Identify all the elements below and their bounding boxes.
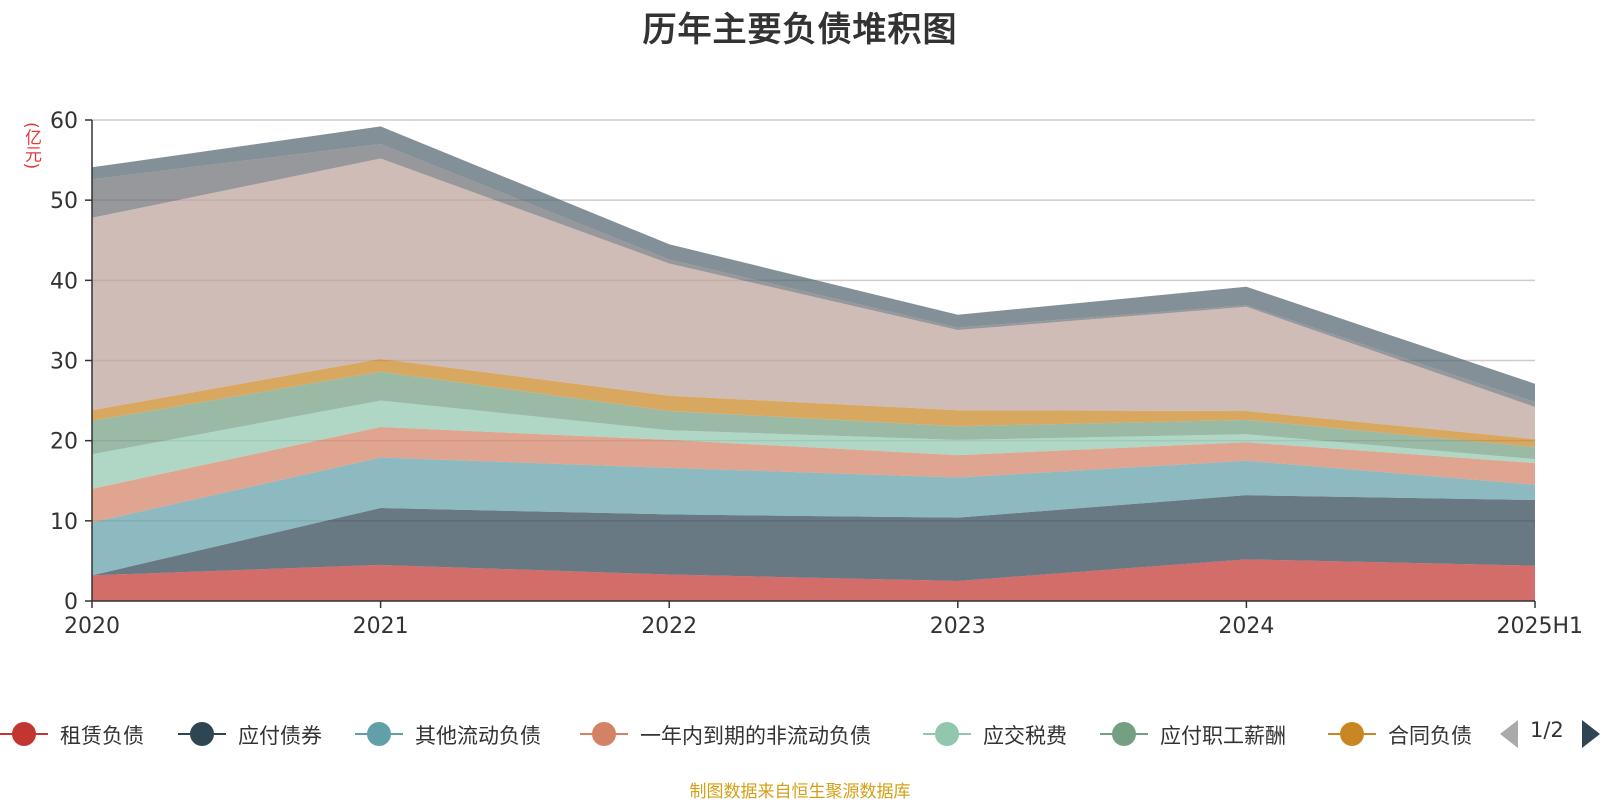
legend-dot-icon: [935, 722, 959, 746]
y-tick-label-1: 10: [50, 510, 78, 535]
legend-prev-page-icon[interactable]: [1500, 720, 1518, 748]
legend-dot-icon: [190, 722, 214, 746]
legend-dot-icon: [1112, 722, 1136, 746]
y-tick-label-2: 20: [50, 430, 78, 455]
x-tick-label-0: 2020: [64, 614, 120, 639]
y-tick-label-0: 0: [64, 590, 78, 615]
y-tick-label-3: 30: [50, 350, 78, 375]
legend-dot-icon: [1340, 722, 1364, 746]
legend-dot-icon: [12, 722, 36, 746]
y-tick-label-4: 40: [50, 269, 78, 294]
legend-page-indicator: 1/2: [1530, 718, 1564, 742]
x-tick-label-5: 2025H1: [1496, 614, 1583, 639]
area-series-8: [92, 144, 1535, 407]
legend-label: 一年内到期的非流动负债: [640, 724, 871, 748]
y-axis-unit: (亿元): [21, 122, 41, 170]
area-series-4: [92, 400, 1535, 489]
y-tick-label-5: 50: [50, 189, 78, 214]
x-tick-label-2: 2022: [641, 614, 697, 639]
legend-next-page-icon[interactable]: [1582, 720, 1600, 748]
legend-label: 其他流动负债: [415, 724, 541, 748]
x-tick-label-1: 2021: [353, 614, 409, 639]
area-series-0: [92, 559, 1535, 601]
chart-legend: 租赁负债 应付债券 其他流动负债 一年内到期的非流动负债 应交税费 应付职工薪酬 合同负债: [0, 716, 1600, 756]
legend-dot-icon: [367, 722, 391, 746]
area-series-9: [92, 126, 1535, 403]
legend-dot-icon: [592, 722, 616, 746]
data-source-note: 制图数据来自恒生聚源数据库: [689, 782, 911, 802]
legend-label: 应付债券: [238, 724, 322, 748]
legend-label: 应付职工薪酬: [1160, 724, 1286, 748]
legend-label: 租赁负债: [60, 724, 144, 748]
x-tick-label-4: 2024: [1218, 614, 1274, 639]
area-series-7: [92, 158, 1535, 440]
area-series-1: [92, 495, 1535, 581]
legend-label: 应交税费: [983, 724, 1067, 748]
area-series-2: [92, 457, 1535, 576]
area-series-5: [92, 371, 1535, 460]
legend-pager: 1/2: [1500, 716, 1600, 752]
x-tick-label-3: 2023: [930, 614, 986, 639]
chart-title: 历年主要负债堆积图: [642, 10, 958, 50]
area-series-3: [92, 427, 1535, 523]
legend-label: 合同负债: [1388, 724, 1472, 748]
y-tick-label-6: 60: [50, 109, 78, 134]
